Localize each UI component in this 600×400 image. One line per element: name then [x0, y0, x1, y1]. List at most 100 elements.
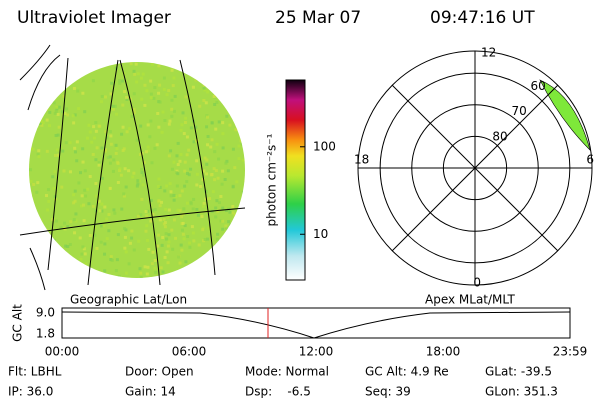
texture — [100, 94, 104, 98]
texture — [209, 76, 213, 80]
lat-ring — [379, 72, 571, 264]
texture — [175, 154, 179, 158]
texture — [121, 149, 125, 153]
texture — [202, 86, 206, 90]
mlt-label: 12 — [481, 46, 496, 60]
texture — [97, 161, 101, 165]
lat-label: 80 — [492, 129, 507, 143]
texture — [94, 129, 98, 133]
texture — [133, 72, 137, 76]
texture — [231, 211, 235, 215]
texture — [181, 273, 185, 277]
texture — [149, 92, 153, 96]
texture — [204, 72, 208, 76]
texture — [155, 143, 159, 147]
texture — [226, 169, 230, 173]
texture — [134, 62, 138, 66]
texture — [221, 96, 225, 100]
texture — [65, 268, 69, 272]
texture — [80, 194, 84, 198]
texture — [123, 246, 127, 250]
texture — [236, 211, 240, 215]
texture — [31, 276, 35, 278]
texture — [37, 155, 41, 159]
texture — [59, 250, 63, 254]
texture — [176, 141, 180, 145]
texture — [87, 202, 91, 206]
texture — [30, 109, 34, 113]
texture — [183, 169, 187, 173]
texture — [132, 110, 136, 114]
texture — [80, 252, 84, 256]
texture — [110, 258, 114, 262]
texture — [148, 135, 152, 139]
texture — [211, 190, 215, 194]
texture — [189, 126, 193, 130]
texture — [90, 140, 94, 144]
texture — [150, 62, 154, 66]
texture — [42, 255, 46, 259]
texture — [233, 244, 237, 248]
footer-field: Dsp: -6.5 — [245, 385, 311, 399]
texture — [39, 241, 43, 245]
texture — [45, 277, 49, 278]
texture — [156, 111, 160, 115]
strip-title: Geographic Lat/Lon — [70, 293, 187, 307]
strip-xtick: 12:00 — [299, 345, 334, 359]
texture — [33, 248, 37, 252]
texture — [163, 189, 167, 193]
texture — [236, 67, 240, 71]
texture — [64, 141, 68, 145]
texture — [111, 169, 115, 173]
texture — [61, 149, 65, 153]
texture — [208, 252, 212, 256]
texture — [202, 98, 206, 102]
texture — [206, 90, 210, 94]
texture — [233, 166, 237, 170]
texture — [73, 199, 77, 203]
texture — [184, 260, 188, 264]
texture — [180, 123, 184, 127]
texture — [169, 149, 173, 153]
texture — [112, 106, 116, 110]
texture — [180, 248, 184, 252]
texture — [66, 245, 70, 249]
texture — [204, 101, 208, 105]
texture — [225, 226, 229, 230]
texture — [82, 219, 86, 223]
texture — [241, 237, 245, 241]
texture — [172, 76, 176, 80]
texture — [69, 271, 73, 275]
texture — [128, 127, 132, 131]
texture — [81, 91, 85, 95]
texture — [152, 96, 156, 100]
texture — [32, 182, 36, 186]
texture — [216, 176, 220, 180]
texture — [231, 147, 235, 151]
texture — [117, 79, 121, 83]
texture — [65, 107, 69, 111]
texture — [225, 247, 229, 251]
texture — [234, 128, 238, 132]
texture — [157, 184, 161, 188]
texture — [76, 265, 80, 269]
texture — [197, 75, 201, 79]
texture — [95, 246, 99, 250]
texture — [214, 215, 218, 219]
texture — [61, 66, 65, 70]
texture — [119, 173, 123, 177]
texture — [125, 97, 129, 101]
texture — [184, 95, 188, 99]
texture — [197, 243, 201, 247]
texture — [144, 229, 148, 233]
texture — [212, 69, 216, 73]
texture — [55, 76, 59, 80]
footer-field: GLat: -39.5 — [485, 365, 552, 379]
texture — [147, 247, 151, 251]
texture — [128, 241, 132, 245]
texture — [171, 247, 175, 251]
texture — [225, 159, 229, 163]
texture — [103, 95, 107, 99]
texture — [208, 197, 212, 201]
texture — [94, 182, 98, 186]
